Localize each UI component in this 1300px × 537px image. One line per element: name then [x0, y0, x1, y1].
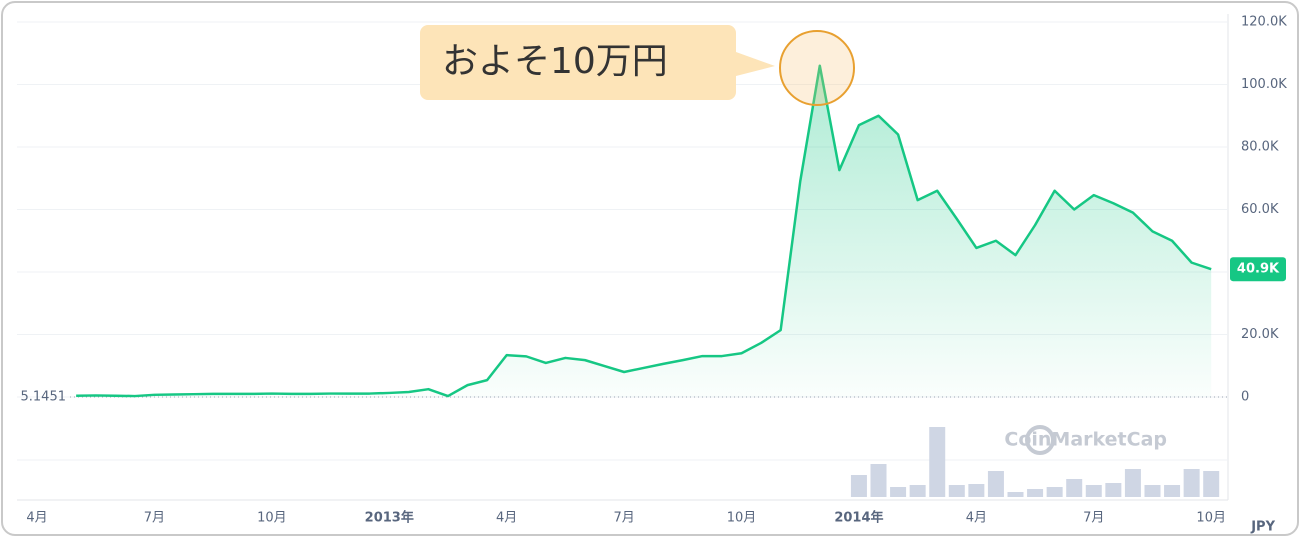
- volume-bar: [1164, 485, 1181, 497]
- x-tick-label: 4月: [26, 511, 47, 526]
- x-tick-label: 2014年: [834, 510, 883, 526]
- x-tick-label: 2013年: [365, 510, 414, 526]
- volume-bar: [968, 484, 985, 497]
- unit-label: JPY: [1250, 520, 1275, 535]
- volume-bar: [1046, 487, 1063, 497]
- annotation: およそ10万円: [442, 41, 668, 82]
- x-tick-label: 4月: [966, 511, 987, 526]
- volume-bar: [948, 485, 965, 497]
- volume-bar: [909, 485, 926, 497]
- y-tick-label: 20.0K: [1241, 327, 1279, 342]
- peak-highlight: [779, 30, 855, 106]
- last-value-label: 40.9K: [1237, 262, 1280, 277]
- volume-bar: [1007, 492, 1024, 497]
- price-line: [76, 64, 1212, 398]
- x-tick-label: 10月: [1196, 511, 1226, 526]
- y-tick-label: 100.0K: [1241, 77, 1287, 92]
- callout: [420, 25, 775, 100]
- area: [76, 65, 1212, 397]
- x-tick-label: 4月: [496, 511, 517, 526]
- volume-bar: [1066, 479, 1083, 497]
- y-tick-label: 120.0K: [1241, 15, 1287, 30]
- volume-bar: [1124, 469, 1141, 497]
- x-tick-label: 10月: [257, 511, 287, 526]
- volume-bar: [1105, 483, 1122, 497]
- last-value-tag: [1230, 257, 1286, 282]
- x-tick-label: 7月: [613, 511, 634, 526]
- volume-bar: [1027, 489, 1044, 497]
- volume-bar: [850, 475, 867, 497]
- volume-bar: [890, 487, 907, 497]
- x-tick-label: 10月: [727, 511, 757, 526]
- volume-bar: [1085, 485, 1102, 497]
- volume-bar: [870, 464, 887, 497]
- volume-bar: [1144, 485, 1161, 497]
- volume-bar: [987, 471, 1004, 497]
- y-tick-label: 80.0K: [1241, 140, 1279, 155]
- x-tick-label: 7月: [144, 511, 165, 526]
- volume-bar: [1183, 469, 1200, 497]
- volume-bar: [1203, 471, 1220, 497]
- baseline-label: 5.1451: [21, 389, 67, 404]
- y-tick-label: 0: [1241, 390, 1249, 405]
- x-tick-label: 7月: [1083, 511, 1104, 526]
- watermark: CoinMarketCap: [1004, 429, 1167, 451]
- watermark-logo: [1025, 425, 1055, 455]
- y-tick-label: 60.0K: [1241, 202, 1279, 217]
- volume-bar: [929, 427, 946, 497]
